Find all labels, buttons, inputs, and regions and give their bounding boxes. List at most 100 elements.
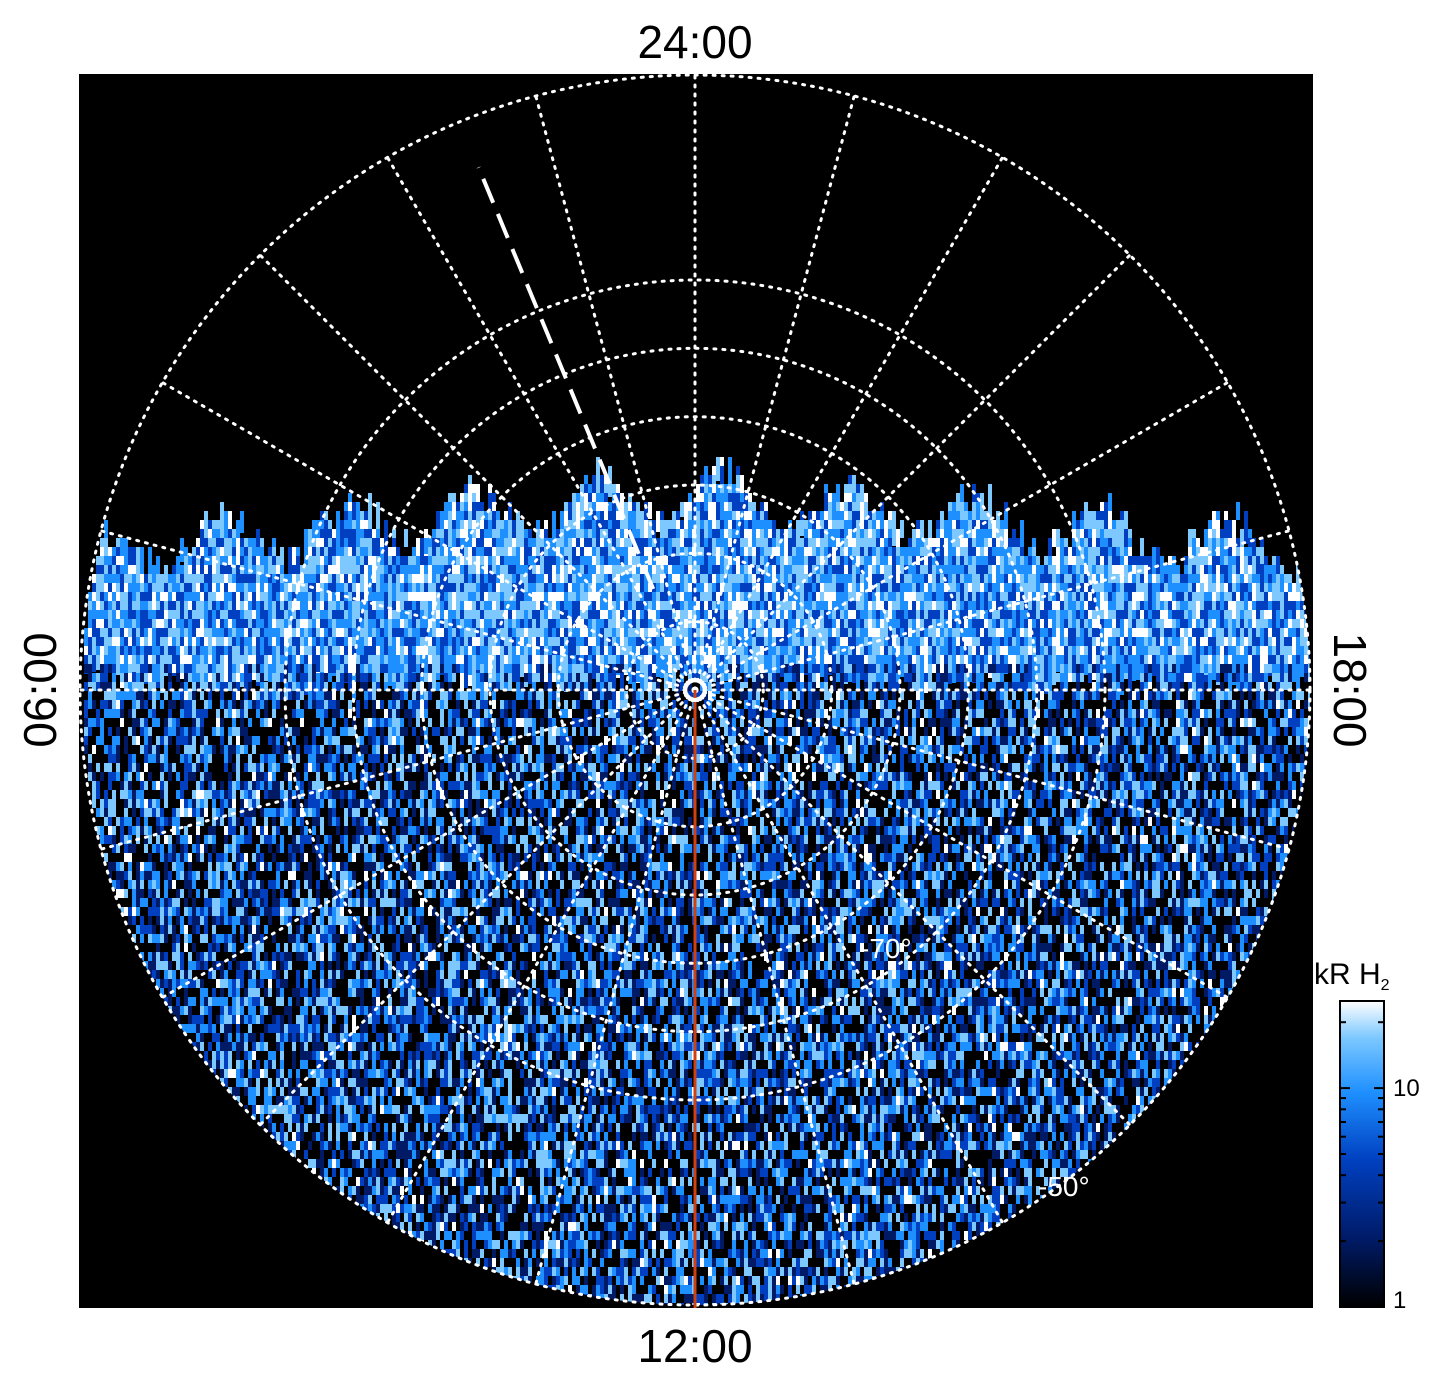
emission-pixel <box>172 664 176 673</box>
emission-pixel <box>244 673 248 682</box>
emission-pixel <box>1068 655 1072 671</box>
emission-pixel <box>988 484 992 521</box>
emission-pixel <box>564 511 568 526</box>
emission-pixel <box>272 655 276 675</box>
emission-pixel <box>1160 664 1164 673</box>
emission-pixel <box>340 673 344 682</box>
emission-pixel <box>336 511 340 527</box>
emission-pixel <box>1136 664 1140 673</box>
emission-pixel <box>428 664 432 673</box>
emission-pixel <box>472 673 476 682</box>
emission-pixel <box>120 664 124 673</box>
emission-pixel <box>388 655 392 686</box>
emission-pixel <box>84 664 88 673</box>
emission-pixel <box>1092 664 1096 673</box>
emission-pixel <box>824 664 828 673</box>
emission-pixel <box>228 511 232 542</box>
emission-pixel <box>648 664 652 673</box>
emission-pixel <box>1268 664 1272 673</box>
emission-pixel <box>1284 664 1288 673</box>
emission-pixel <box>240 664 244 673</box>
emission-pixel <box>644 664 648 673</box>
emission-pixel <box>128 664 132 673</box>
emission-pixel <box>396 673 400 682</box>
emission-pixel <box>96 655 100 670</box>
emission-pixel <box>96 673 100 682</box>
emission-pixel <box>240 673 244 682</box>
emission-pixel <box>944 664 948 673</box>
emission-pixel <box>900 520 904 538</box>
auroral-emission-layer <box>84 457 1310 1305</box>
emission-pixel <box>704 466 708 498</box>
emission-pixel <box>348 511 352 527</box>
emission-pixel <box>1092 511 1096 532</box>
emission-pixel <box>904 664 908 673</box>
emission-pixel <box>708 484 712 501</box>
emission-pixel <box>320 673 324 682</box>
emission-pixel <box>312 520 316 551</box>
emission-pixel <box>452 664 456 673</box>
emission-pixel <box>140 664 144 673</box>
emission-pixel <box>216 673 220 682</box>
emission-pixel <box>640 664 644 673</box>
emission-pixel <box>1152 547 1156 577</box>
emission-pixel <box>360 664 364 673</box>
emission-pixel <box>136 547 140 576</box>
emission-pixel <box>508 673 512 682</box>
emission-pixel <box>548 664 552 673</box>
emission-pixel <box>248 664 252 673</box>
emission-pixel <box>744 493 748 521</box>
emission-pixel <box>872 664 876 673</box>
emission-pixel <box>456 511 460 528</box>
emission-pixel <box>352 502 356 535</box>
emission-pixel <box>308 673 312 682</box>
emission-pixel <box>260 664 264 673</box>
emission-pixel <box>1052 655 1056 676</box>
emission-pixel <box>484 673 488 682</box>
emission-pixel <box>632 664 636 673</box>
emission-pixel <box>852 664 856 673</box>
emission-pixel <box>356 664 360 673</box>
emission-pixel <box>440 511 444 540</box>
emission-pixel <box>384 520 388 554</box>
emission-pixel <box>412 673 416 682</box>
emission-pixel <box>916 655 920 682</box>
emission-pixel <box>204 664 208 673</box>
emission-pixel <box>712 502 716 519</box>
emission-pixel <box>324 673 328 682</box>
emission-pixel <box>124 664 128 673</box>
emission-pixel <box>180 538 184 562</box>
emission-pixel <box>700 511 704 527</box>
emission-pixel <box>572 664 576 673</box>
emission-pixel <box>1212 655 1216 680</box>
emission-pixel <box>476 493 480 509</box>
emission-pixel <box>960 502 964 521</box>
emission-pixel <box>1264 664 1268 673</box>
emission-pixel <box>100 673 104 682</box>
emission-pixel <box>168 673 172 682</box>
emission-pixel <box>920 655 924 676</box>
emission-pixel <box>1164 664 1168 673</box>
emission-pixel <box>204 511 208 545</box>
emission-pixel <box>352 520 356 535</box>
emission-pixel <box>228 673 232 682</box>
emission-pixel <box>216 664 220 673</box>
emission-pixel <box>332 664 336 673</box>
emission-pixel <box>972 484 976 518</box>
emission-pixel <box>104 664 108 673</box>
emission-pixel <box>1244 664 1248 673</box>
emission-pixel <box>608 502 612 517</box>
emission-pixel <box>1304 664 1308 673</box>
emission-pixel <box>316 655 320 672</box>
emission-pixel <box>220 673 224 682</box>
emission-pixel <box>180 664 184 673</box>
emission-pixel <box>796 664 800 673</box>
emission-pixel <box>404 673 408 682</box>
emission-pixel <box>108 664 112 673</box>
emission-pixel <box>156 664 160 673</box>
emission-pixel <box>504 664 508 673</box>
emission-pixel <box>656 511 660 532</box>
emission-pixel <box>852 475 856 498</box>
emission-pixel <box>960 484 964 505</box>
